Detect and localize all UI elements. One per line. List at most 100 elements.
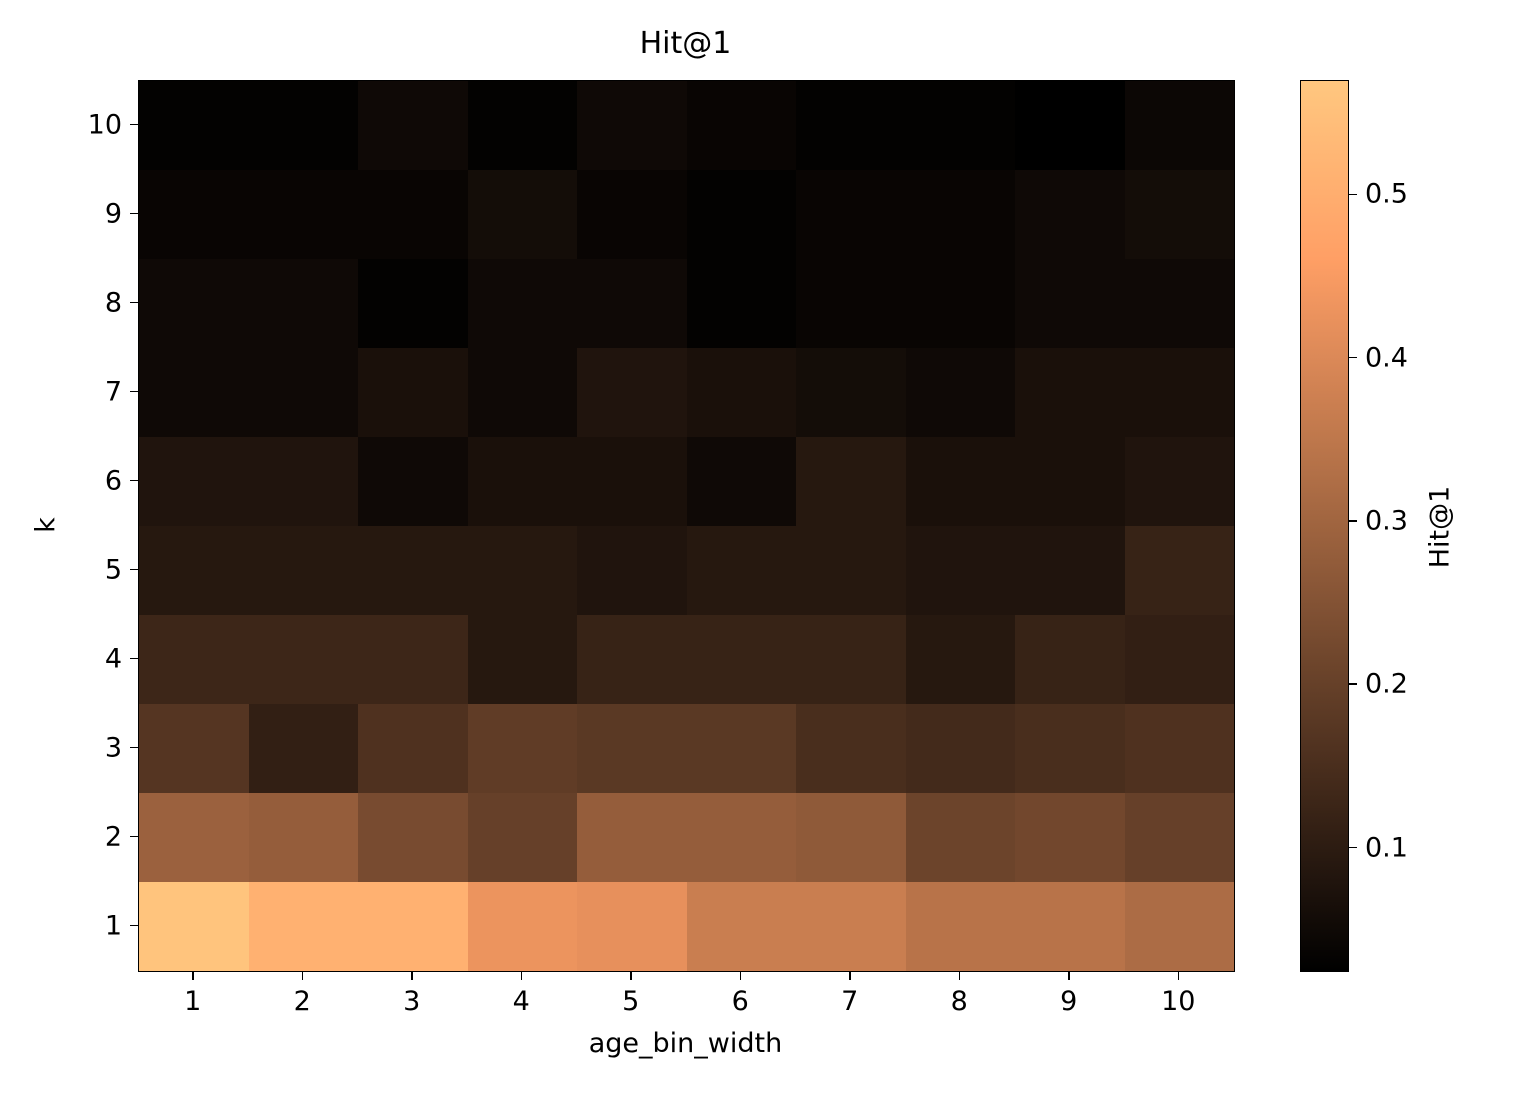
heatmap-cell (686, 882, 796, 971)
heatmap-cell (577, 704, 687, 793)
heatmap-cell (1124, 348, 1234, 437)
y-tick-mark (130, 390, 138, 393)
heatmap-cell (248, 793, 358, 882)
heatmap-cell (358, 170, 468, 259)
heatmap-cell (577, 170, 687, 259)
heatmap-cell (1015, 259, 1125, 348)
heatmap-plot (138, 80, 1235, 972)
heatmap-cell (358, 882, 468, 971)
heatmap-cell (139, 615, 249, 704)
heatmap-cell (467, 81, 577, 170)
heatmap-cell (686, 348, 796, 437)
x-tick-label: 8 (950, 986, 968, 1017)
x-tick-mark (958, 971, 960, 980)
heatmap-cell (796, 882, 906, 971)
y-tick-mark (130, 301, 138, 304)
colorbar-tick-mark (1348, 520, 1357, 522)
colorbar-tick-label: 0.1 (1365, 832, 1408, 864)
colorbar-tick-label: 0.4 (1365, 342, 1408, 374)
heatmap-cell (139, 704, 249, 793)
heatmap-cell (796, 259, 906, 348)
colorbar-tick-label: 0.2 (1365, 668, 1408, 700)
heatmap-cell (139, 882, 249, 971)
x-tick-label: 10 (1161, 986, 1196, 1017)
heatmap-cell (248, 259, 358, 348)
heatmap-cell (358, 259, 468, 348)
heatmap-cell (248, 348, 358, 437)
heatmap-cell (905, 793, 1015, 882)
heatmap-cell (577, 526, 687, 615)
heatmap-cell (139, 81, 249, 170)
y-tick-label: 9 (104, 198, 122, 229)
heatmap-cell (686, 437, 796, 526)
x-tick-label: 5 (622, 986, 640, 1017)
heatmap-cell (139, 526, 249, 615)
heatmap-cell (796, 526, 906, 615)
colorbar-tick-label: 0.5 (1365, 178, 1408, 210)
y-axis-label: k (30, 517, 62, 533)
heatmap-cell (467, 704, 577, 793)
x-tick-mark (739, 971, 741, 980)
heatmap-cell (577, 437, 687, 526)
heatmap-cell (796, 793, 906, 882)
y-tick-label: 8 (104, 287, 122, 318)
heatmap-cell (686, 259, 796, 348)
heatmap-cell (686, 704, 796, 793)
heatmap-cell (905, 81, 1015, 170)
heatmap-cell (796, 437, 906, 526)
heatmap-cell (358, 348, 468, 437)
x-tick-label: 6 (731, 986, 749, 1017)
heatmap-cell (1124, 81, 1234, 170)
y-tick-mark (130, 123, 138, 126)
heatmap-cell (686, 793, 796, 882)
heatmap-cell (905, 526, 1015, 615)
heatmap-cell (577, 81, 687, 170)
y-tick-mark (130, 568, 138, 571)
heatmap-cell (905, 437, 1015, 526)
heatmap-cell (1015, 882, 1125, 971)
heatmap-cell (1015, 81, 1125, 170)
heatmap-cell (467, 259, 577, 348)
x-tick-mark (1068, 971, 1070, 980)
y-tick-mark (130, 657, 138, 660)
y-tick-label: 3 (104, 732, 122, 763)
y-tick-label: 7 (104, 376, 122, 407)
heatmap-cell (358, 615, 468, 704)
heatmap-cell (577, 615, 687, 704)
x-tick-label: 2 (293, 986, 311, 1017)
heatmap-cell (577, 348, 687, 437)
heatmap-cell (796, 704, 906, 793)
heatmap-cell (467, 615, 577, 704)
colorbar-tick-mark (1348, 193, 1357, 196)
heatmap-cell (248, 437, 358, 526)
heatmap-cell (139, 793, 249, 882)
heatmap-cell (248, 170, 358, 259)
y-tick-label: 10 (87, 109, 122, 140)
heatmap-cell (358, 81, 468, 170)
x-tick-mark (630, 971, 632, 980)
y-tick-mark (130, 746, 138, 749)
x-tick-mark (301, 971, 303, 980)
heatmap-cell (577, 259, 687, 348)
x-tick-mark (520, 971, 522, 980)
heatmap-cell (905, 615, 1015, 704)
heatmap-cell (1124, 437, 1234, 526)
x-tick-label: 1 (184, 986, 202, 1017)
heatmap-cell (1015, 704, 1125, 793)
x-tick-label: 9 (1060, 986, 1078, 1017)
heatmap-cell (1015, 348, 1125, 437)
heatmap-cell (139, 437, 249, 526)
colorbar-tick-mark (1348, 356, 1357, 359)
x-tick-label: 3 (403, 986, 421, 1017)
x-tick-label: 4 (512, 986, 530, 1017)
heatmap-cell (686, 615, 796, 704)
heatmap-cell (796, 81, 906, 170)
heatmap-cell (905, 259, 1015, 348)
heatmap-cell (467, 437, 577, 526)
x-tick-mark (849, 971, 851, 980)
heatmap-cell (686, 81, 796, 170)
chart-title: Hit@1 (639, 26, 732, 61)
colorbar-tick-label: 0.3 (1365, 505, 1408, 537)
heatmap-cell (1124, 793, 1234, 882)
colorbar (1300, 80, 1349, 972)
